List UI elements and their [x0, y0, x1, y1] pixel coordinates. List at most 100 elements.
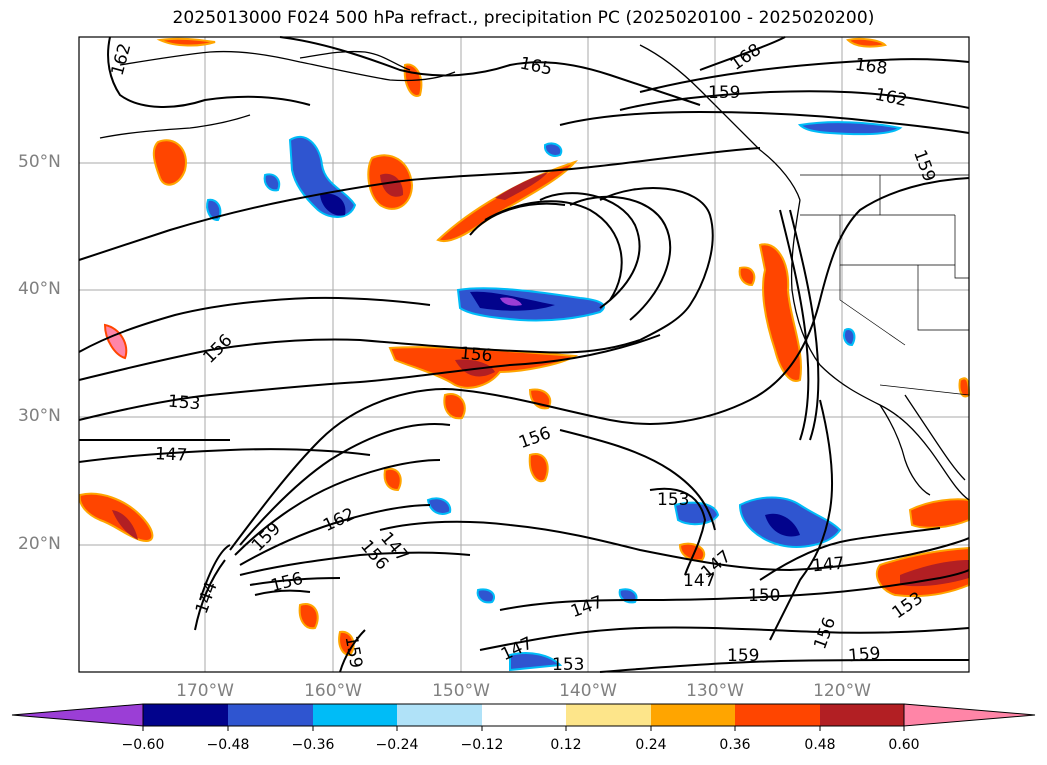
- colorbar-frame: [142, 703, 905, 727]
- lon-tick-label: 140°W: [559, 681, 617, 701]
- lat-tick-label: 20°N: [18, 534, 61, 554]
- precip-positive-area: [495, 172, 548, 200]
- gulf-of-california: [904, 394, 966, 481]
- colorbar-tick-label: 0.36: [719, 737, 751, 753]
- precip-positive-area: [436, 159, 579, 243]
- contour-line: [78, 334, 661, 421]
- colorbar-extend-min: [11, 703, 144, 727]
- colorbar-tick-label: 0.24: [635, 737, 667, 753]
- contour-label: 153: [657, 490, 689, 510]
- colorbar-extend-max: [903, 703, 1036, 727]
- lon-tick-label: 160°W: [304, 681, 362, 701]
- contour-line: [649, 487, 707, 576]
- contour-label: 159: [708, 83, 740, 103]
- contour-line: [339, 629, 366, 673]
- lat-tick-label: 30°N: [18, 406, 61, 426]
- state-border: [954, 215, 969, 279]
- refractivity-contours: [78, 36, 970, 673]
- lat-tick-label: 40°N: [18, 279, 61, 299]
- state-border: [917, 265, 969, 331]
- colorbar-segment: [651, 704, 735, 726]
- lon-tick-label: 170°W: [176, 681, 234, 701]
- contour-line: [239, 423, 451, 546]
- precip-negative-area: [476, 588, 496, 604]
- us-mexico-border: [879, 384, 970, 396]
- contour-line: [559, 110, 970, 134]
- coastlines: [99, 44, 970, 501]
- lat-tick-label: 50°N: [18, 152, 61, 172]
- contour-line: [699, 36, 786, 71]
- baja-peninsula: [879, 404, 931, 496]
- colorbar-tick-label: −0.60: [121, 737, 165, 753]
- aleutian-chain: [99, 114, 251, 139]
- contour-line: [789, 209, 820, 441]
- precip-negative-area: [206, 198, 222, 222]
- colorbar-tick-label: 0.12: [550, 737, 582, 753]
- precip-negative-area: [509, 652, 563, 672]
- precip-positive-area: [758, 243, 802, 382]
- bc-coast: [639, 44, 801, 201]
- political-borders: [800, 174, 970, 396]
- contour-line: [539, 192, 641, 309]
- west-coast: [790, 199, 970, 501]
- precip-negative-area: [765, 513, 800, 537]
- colorbar-segment: [566, 704, 651, 726]
- contour-label: 150: [748, 586, 780, 606]
- contour-line: [107, 36, 311, 108]
- colorbar: [11, 703, 1036, 731]
- precip-negative-area: [842, 328, 856, 347]
- colorbar-tick-label: −0.12: [460, 737, 504, 753]
- contour-line: [239, 551, 471, 576]
- precip-negative-area: [500, 297, 522, 306]
- contour-line: [249, 577, 341, 586]
- contour-label: 147: [683, 571, 715, 591]
- colorbar-tick-label: −0.24: [375, 737, 419, 753]
- colorbar-segment: [313, 704, 397, 726]
- contour-label: 153: [552, 655, 584, 675]
- precip-positive-area: [900, 560, 969, 587]
- contour-label: 153: [167, 392, 201, 415]
- contour-line: [229, 177, 970, 551]
- contour-line: [559, 429, 716, 531]
- contour-line: [78, 338, 641, 381]
- precip-positive-area: [678, 542, 706, 562]
- colorbar-segment: [735, 704, 820, 726]
- precip-negative-area: [320, 193, 346, 216]
- contour-label: 159: [847, 644, 881, 667]
- contour-line: [199, 544, 231, 601]
- contour-line: [234, 459, 441, 556]
- precip-positive-area: [380, 173, 404, 197]
- contour-line: [78, 296, 431, 353]
- alaska-peninsula: [299, 50, 411, 71]
- precip-positive-area: [156, 37, 216, 47]
- colorbar-tick-label: 0.60: [888, 737, 920, 753]
- contour-label: 147: [154, 444, 187, 466]
- contour-label: 159: [727, 646, 759, 666]
- alaska-coast: [119, 50, 456, 82]
- contour-line: [254, 589, 311, 596]
- contour-line: [78, 448, 371, 463]
- precip-positive-area: [528, 453, 549, 483]
- colorbar-ticks: [142, 726, 905, 731]
- map-frame: [78, 36, 970, 673]
- contour-line: [769, 399, 833, 641]
- contour-line: [78, 147, 761, 261]
- contour-line: [469, 202, 566, 236]
- state-border: [839, 265, 906, 346]
- contour-line: [194, 559, 226, 631]
- colorbar-segment: [228, 704, 313, 726]
- precip-negative-area: [543, 142, 563, 157]
- colorbar-tick-label: 0.48: [804, 737, 836, 753]
- contour-label: 156: [459, 344, 493, 367]
- precip-positive-area: [112, 510, 138, 540]
- colorbar-segment: [820, 704, 904, 726]
- lon-tick-label: 130°W: [686, 681, 744, 701]
- colorbar-segment: [482, 704, 566, 726]
- contour-line: [239, 504, 431, 566]
- precip-negative-area: [426, 497, 452, 515]
- contour-line: [479, 626, 970, 651]
- contour-line: [619, 90, 970, 111]
- precip-positive-area: [298, 603, 319, 630]
- colorbar-segment: [397, 704, 482, 726]
